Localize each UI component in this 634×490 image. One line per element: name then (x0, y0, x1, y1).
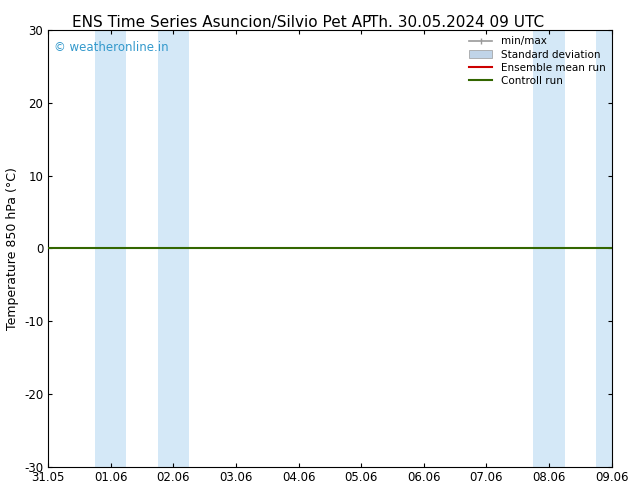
Legend: min/max, Standard deviation, Ensemble mean run, Controll run: min/max, Standard deviation, Ensemble me… (465, 32, 610, 90)
Text: © weatheronline.in: © weatheronline.in (54, 41, 169, 54)
Text: Th. 30.05.2024 09 UTC: Th. 30.05.2024 09 UTC (369, 15, 544, 30)
Text: ENS Time Series Asuncion/Silvio Pet AP: ENS Time Series Asuncion/Silvio Pet AP (72, 15, 372, 30)
Bar (596, 30, 612, 466)
Bar (158, 30, 189, 466)
Bar (533, 30, 565, 466)
Bar (95, 30, 126, 466)
Y-axis label: Temperature 850 hPa (°C): Temperature 850 hPa (°C) (6, 167, 18, 330)
